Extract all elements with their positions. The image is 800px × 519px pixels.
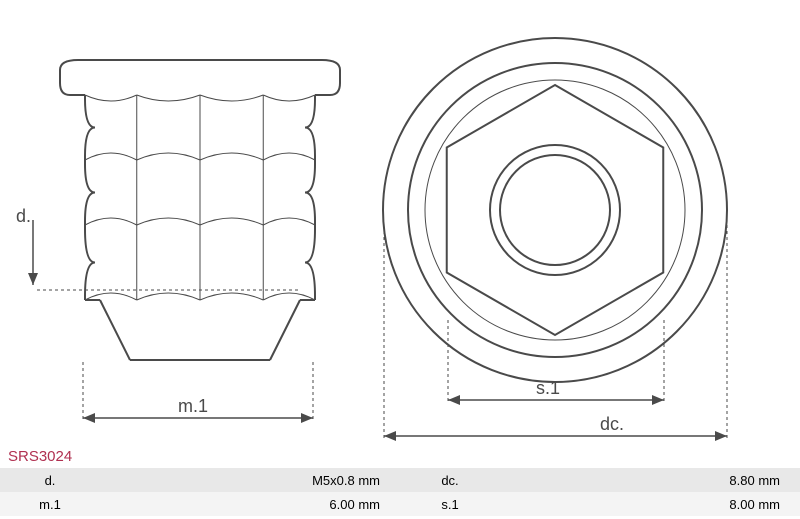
svg-text:s.1: s.1 <box>536 378 560 398</box>
spec-key: s.1 <box>400 492 500 516</box>
spec-val: M5x0.8 mm <box>100 468 400 492</box>
svg-text:d.: d. <box>16 206 31 226</box>
spec-key: m.1 <box>0 492 100 516</box>
spec-key: d. <box>0 468 100 492</box>
table-row: d. M5x0.8 mm dc. 8.80 mm <box>0 468 800 492</box>
svg-text:dc.: dc. <box>600 414 624 434</box>
spec-val: 6.00 mm <box>100 492 400 516</box>
drawing-area: d. m.1 s.1 dc. <box>0 0 800 450</box>
spec-key: dc. <box>400 468 500 492</box>
svg-text:m.1: m.1 <box>178 396 208 416</box>
spec-table: d. M5x0.8 mm dc. 8.80 mm m.1 6.00 mm s.1… <box>0 468 800 516</box>
spec-val: 8.80 mm <box>500 468 800 492</box>
table-row: m.1 6.00 mm s.1 8.00 mm <box>0 492 800 516</box>
part-number-label: SRS3024 <box>8 448 72 465</box>
spec-val: 8.00 mm <box>500 492 800 516</box>
technical-drawing: d. m.1 s.1 dc. <box>0 0 800 450</box>
